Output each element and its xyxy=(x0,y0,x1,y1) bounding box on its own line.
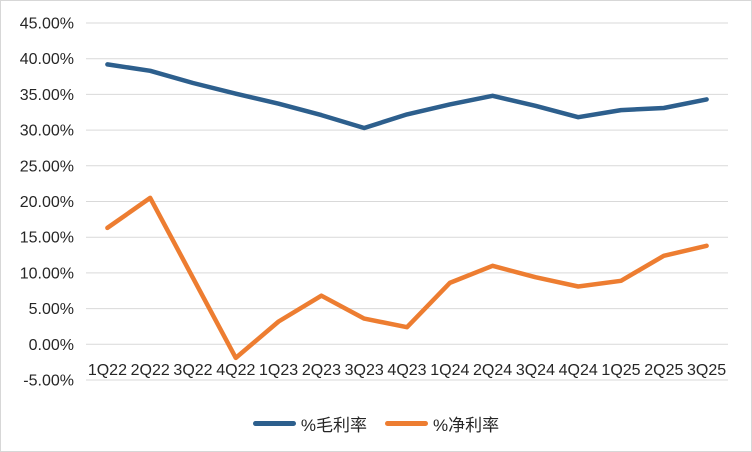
x-axis-tick-label: 2Q22 xyxy=(131,362,170,379)
x-axis-tick-label: 3Q25 xyxy=(687,362,726,379)
y-axis-tick-label: 40.00% xyxy=(20,51,74,68)
gross-margin-line-swatch xyxy=(252,420,296,426)
x-axis-tick-label: 1Q24 xyxy=(430,362,469,379)
y-axis-tick-label: 15.00% xyxy=(20,230,74,247)
legend-label-gross-margin: %毛利率 xyxy=(300,415,367,435)
legend-label-net-margin: %净利率 xyxy=(433,415,500,435)
y-axis-tick-label: -5.00% xyxy=(23,373,74,390)
series-line-net-margin xyxy=(105,195,709,361)
legend-item-gross-margin: %毛利率 xyxy=(252,411,367,436)
x-axis-tick-label: 2Q24 xyxy=(473,362,512,379)
y-axis-tick-label: 45.00% xyxy=(20,16,74,33)
legend-item-net-margin: %净利率 xyxy=(385,411,499,436)
y-axis-tick-label: 30.00% xyxy=(20,123,74,140)
x-axis-tick-label: 1Q25 xyxy=(601,362,640,379)
x-axis-tick-label: 3Q22 xyxy=(173,362,212,379)
legend: %毛利率 %净利率 xyxy=(1,405,751,441)
series-line-gross-margin xyxy=(105,62,709,131)
y-axis-tick-label: 20.00% xyxy=(20,194,74,211)
x-axis-tick-label: 4Q23 xyxy=(387,362,426,379)
x-axis-tick-label: 3Q24 xyxy=(516,362,555,379)
x-axis-tick-label: 1Q23 xyxy=(259,362,298,379)
x-axis-tick-label: 4Q22 xyxy=(216,362,255,379)
x-axis-tick-label: 3Q23 xyxy=(345,362,384,379)
y-axis-tick-label: 5.00% xyxy=(29,301,74,318)
y-axis-tick-label: 0.00% xyxy=(29,337,74,354)
y-axis-tick-label: 10.00% xyxy=(20,265,74,282)
x-axis-tick-label: 4Q24 xyxy=(559,362,598,379)
x-axis-tick-label: 2Q23 xyxy=(302,362,341,379)
y-axis-tick-label: 25.00% xyxy=(20,158,74,175)
x-axis-tick-label: 2Q25 xyxy=(644,362,683,379)
y-axis-tick-label: 35.00% xyxy=(20,87,74,104)
net-margin-line-swatch xyxy=(385,420,428,426)
x-axis-tick-label: 1Q22 xyxy=(88,362,127,379)
